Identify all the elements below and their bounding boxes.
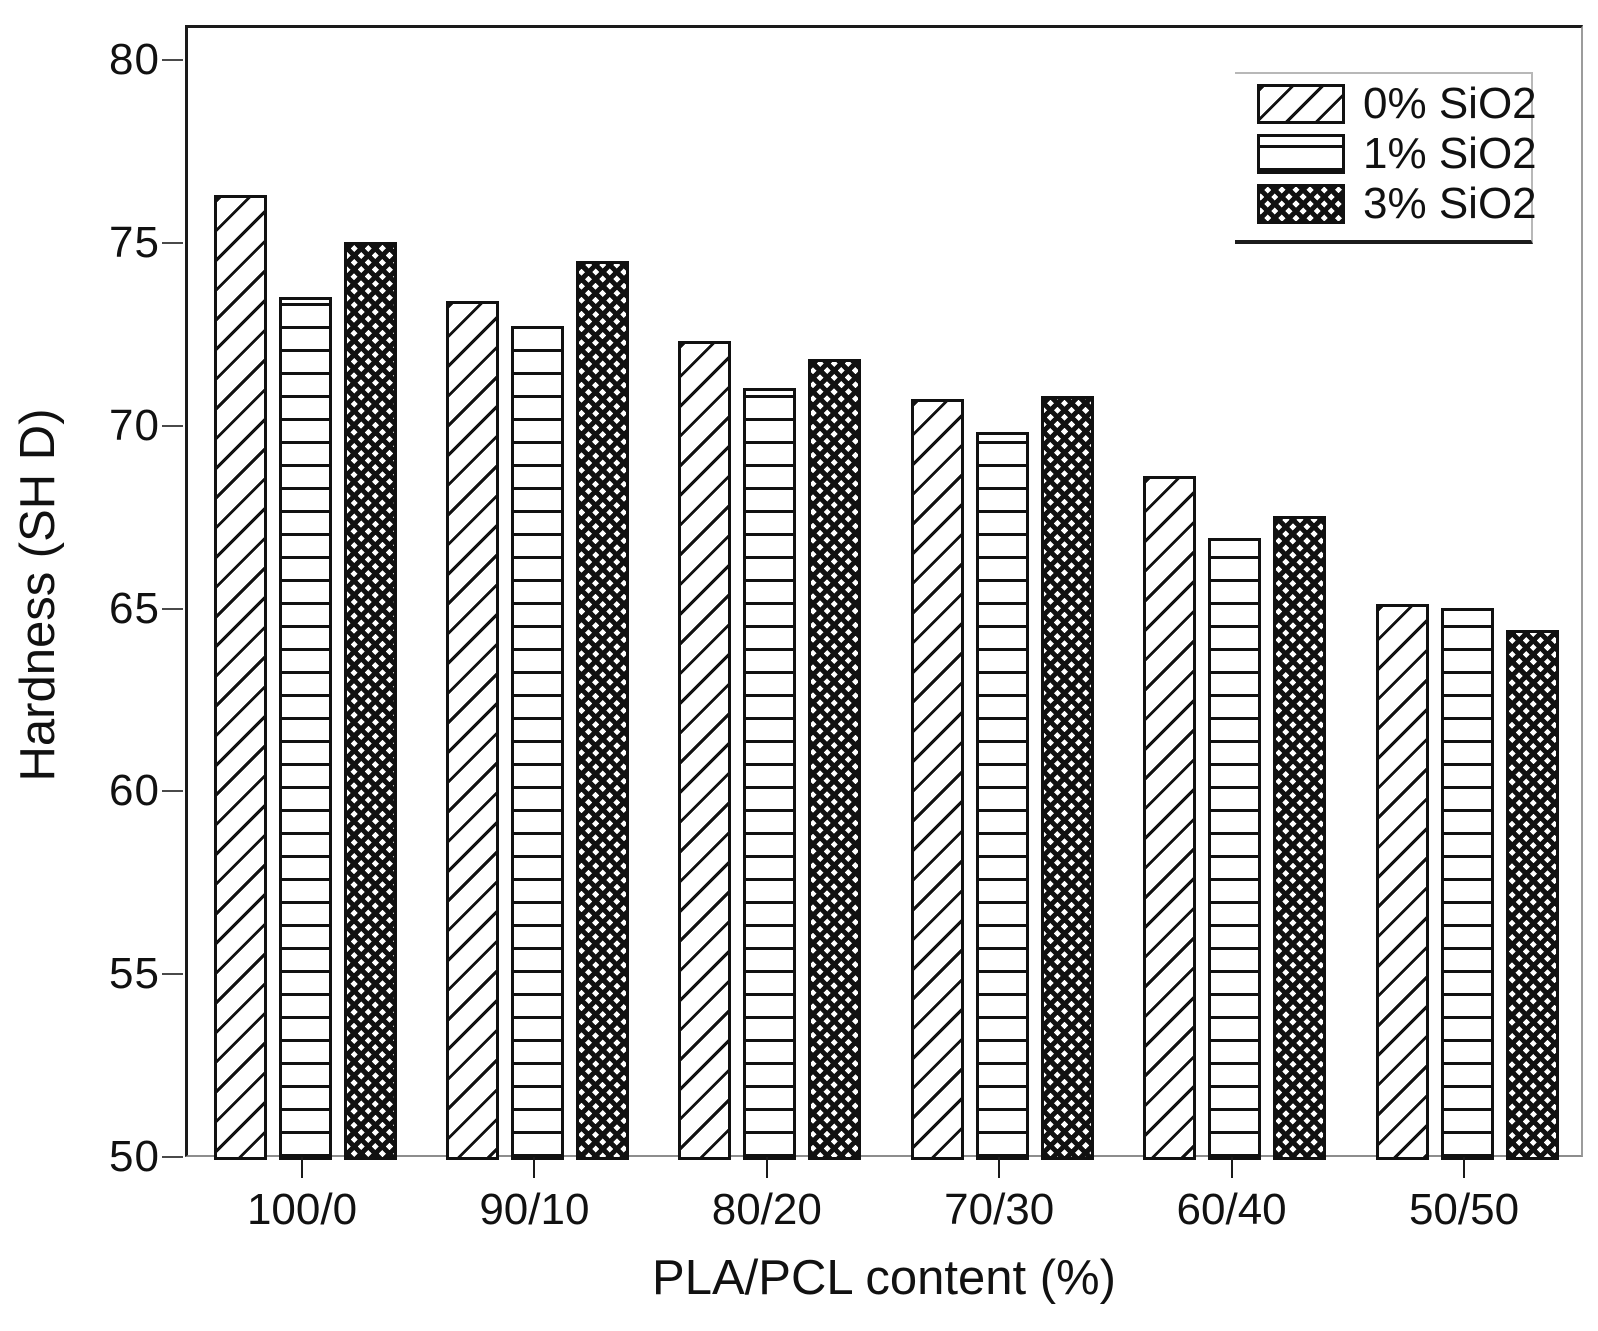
- y-tick-50: [162, 1156, 183, 1158]
- x-tick-70-30: [998, 1157, 1001, 1178]
- x-tick-label-60-40: 60/40: [1176, 1185, 1287, 1234]
- bar-0-sio2-50-50: [1375, 604, 1429, 1160]
- bar-0-sio2-60-40: [1143, 476, 1197, 1160]
- bar-3-sio2-50-50: [1505, 629, 1559, 1160]
- bar-3-sio2-100-0: [343, 242, 397, 1160]
- bar-1-sio2-60-40: [1208, 538, 1262, 1160]
- y-tick-label-70: 70: [109, 400, 160, 450]
- x-tick-label-50-50: 50/50: [1408, 1185, 1520, 1234]
- bar-0-sio2-80-20: [678, 340, 732, 1160]
- x-tick-60-40: [1230, 1157, 1233, 1178]
- bar-1-sio2-100-0: [278, 297, 332, 1160]
- legend-swatch-diagonal-icon: [1257, 84, 1345, 124]
- bar-0-sio2-70-30: [910, 399, 964, 1160]
- y-tick-label-75: 75: [109, 217, 160, 267]
- bar-1-sio2-90-10: [510, 326, 564, 1160]
- x-tick-label-90-10: 90/10: [479, 1185, 590, 1234]
- x-tick-label-80-20: 80/20: [711, 1185, 822, 1234]
- bar-0-sio2-90-10: [445, 300, 499, 1160]
- bar-3-sio2-70-30: [1040, 395, 1094, 1160]
- x-axis-title: PLA/PCL content (%): [652, 1251, 1116, 1305]
- y-tick-label-80: 80: [109, 35, 160, 84]
- y-tick-75: [162, 241, 183, 244]
- x-tick-50-50: [1463, 1157, 1465, 1178]
- x-tick-label-100-0: 100/0: [246, 1185, 358, 1234]
- x-tick-100-0: [301, 1157, 303, 1178]
- bar-3-sio2-80-20: [808, 359, 862, 1160]
- y-tick-label-60: 60: [109, 766, 160, 816]
- legend-swatch-crosshatch-icon: [1257, 184, 1345, 224]
- y-tick-80: [162, 59, 183, 61]
- bar-3-sio2-60-40: [1273, 516, 1327, 1160]
- x-tick-90-10: [533, 1157, 536, 1178]
- y-tick-label-55: 55: [109, 949, 160, 999]
- legend-label-0-sio2: 0% SiO2: [1363, 79, 1537, 128]
- legend-row-1-sio2: 1% SiO2: [1257, 132, 1537, 176]
- y-tick-55: [162, 973, 183, 976]
- bar-0-sio2-100-0: [213, 194, 267, 1160]
- y-tick-65: [162, 607, 183, 610]
- x-tick-label-70-30: 70/30: [944, 1185, 1055, 1234]
- y-axis-title: Hardness (SH D): [11, 408, 65, 782]
- legend-label-3-sio2: 3% SiO2: [1363, 179, 1537, 228]
- legend-row-0-sio2: 0% SiO2: [1257, 82, 1537, 126]
- y-tick-70: [162, 424, 183, 427]
- bar-1-sio2-50-50: [1440, 607, 1494, 1160]
- x-tick-80-20: [765, 1157, 768, 1178]
- y-tick-label-50: 50: [109, 1132, 160, 1181]
- bar-1-sio2-80-20: [743, 388, 797, 1160]
- y-tick-label-65: 65: [109, 583, 160, 633]
- legend-row-3-sio2: 3% SiO2: [1257, 182, 1537, 226]
- legend-swatch-horizontal-icon: [1257, 134, 1345, 174]
- bar-1-sio2-70-30: [975, 432, 1029, 1160]
- legend: 0% SiO2 1% SiO2 3% SiO2: [1235, 72, 1537, 244]
- legend-label-1-sio2: 1% SiO2: [1363, 129, 1537, 178]
- y-tick-60: [162, 790, 183, 793]
- bar-3-sio2-90-10: [575, 260, 629, 1160]
